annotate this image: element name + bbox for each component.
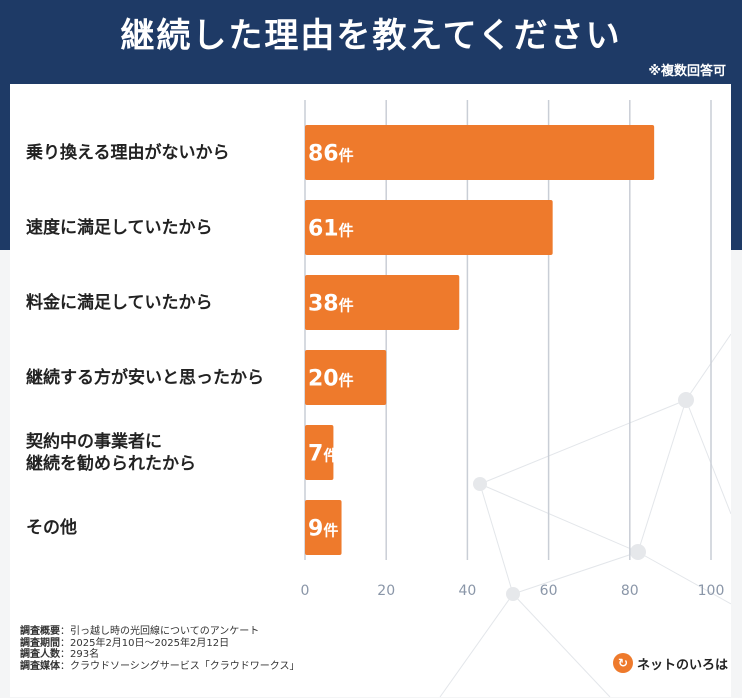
category-label: 乗り換える理由がないから bbox=[26, 142, 230, 163]
bar bbox=[305, 350, 387, 405]
bar bbox=[305, 125, 655, 180]
survey-info-line: 調査媒体：クラウドソーシングサービス「クラウドワークス」 bbox=[20, 660, 300, 672]
survey-info-line: 調査人数：293名 bbox=[20, 649, 100, 661]
bar-value-label: 9件 bbox=[308, 517, 338, 542]
bar bbox=[305, 425, 334, 480]
chart-card: 0 20 40 60 80 100 86件 61件 38件 20件 7件 9件 乗り換える理由がないか… bbox=[10, 84, 731, 697]
survey-info-line: 調査期間：2025年2月10日〜2025年2月12日 bbox=[20, 637, 230, 649]
category-label: 料金に満足していたから bbox=[26, 292, 213, 313]
category-label: 速度に満足していたから bbox=[26, 217, 213, 238]
bar bbox=[305, 500, 342, 555]
brand-logo: ↻ ネットのいろは bbox=[612, 652, 728, 674]
multiple-answers-note: ※複数回答可 bbox=[648, 64, 726, 79]
decorative-network-pattern bbox=[439, 333, 731, 697]
x-tick-label: 60 bbox=[540, 583, 558, 599]
bar-chart: 0 20 40 60 80 100 86件 61件 38件 20件 7件 9件 bbox=[301, 100, 725, 599]
x-tick-label: 100 bbox=[698, 583, 725, 599]
bar-value-label: 38件 bbox=[308, 292, 354, 317]
survey-info-line: 調査概要：引っ越し時の光回線についてのアンケート bbox=[20, 626, 260, 637]
bar bbox=[305, 275, 460, 330]
category-label: 継続する方が安いと思ったから bbox=[26, 367, 264, 388]
category-label: その他 bbox=[26, 517, 77, 538]
x-tick-label: 40 bbox=[458, 583, 476, 599]
page-title: 継続した理由を教えてください bbox=[120, 16, 622, 56]
bar-value-label: 86件 bbox=[308, 142, 354, 167]
logo-mark-icon: ↻ bbox=[612, 653, 633, 673]
category-label: 契約中の事業者に 継続を勧められたから bbox=[26, 431, 196, 474]
bar-value-label: 7件 bbox=[308, 442, 338, 467]
bar bbox=[305, 200, 553, 255]
x-tick-label: 80 bbox=[621, 583, 639, 599]
logo-text: ネットのいろは bbox=[636, 657, 728, 673]
x-tick-label: 0 bbox=[301, 583, 310, 599]
x-tick-label: 20 bbox=[377, 583, 395, 599]
bar-value-label: 61件 bbox=[308, 217, 354, 242]
survey-info: 調査概要：引っ越し時の光回線についてのアンケート 調査期間：2025年2月10日… bbox=[20, 626, 300, 672]
bar-value-label: 20件 bbox=[308, 367, 354, 392]
